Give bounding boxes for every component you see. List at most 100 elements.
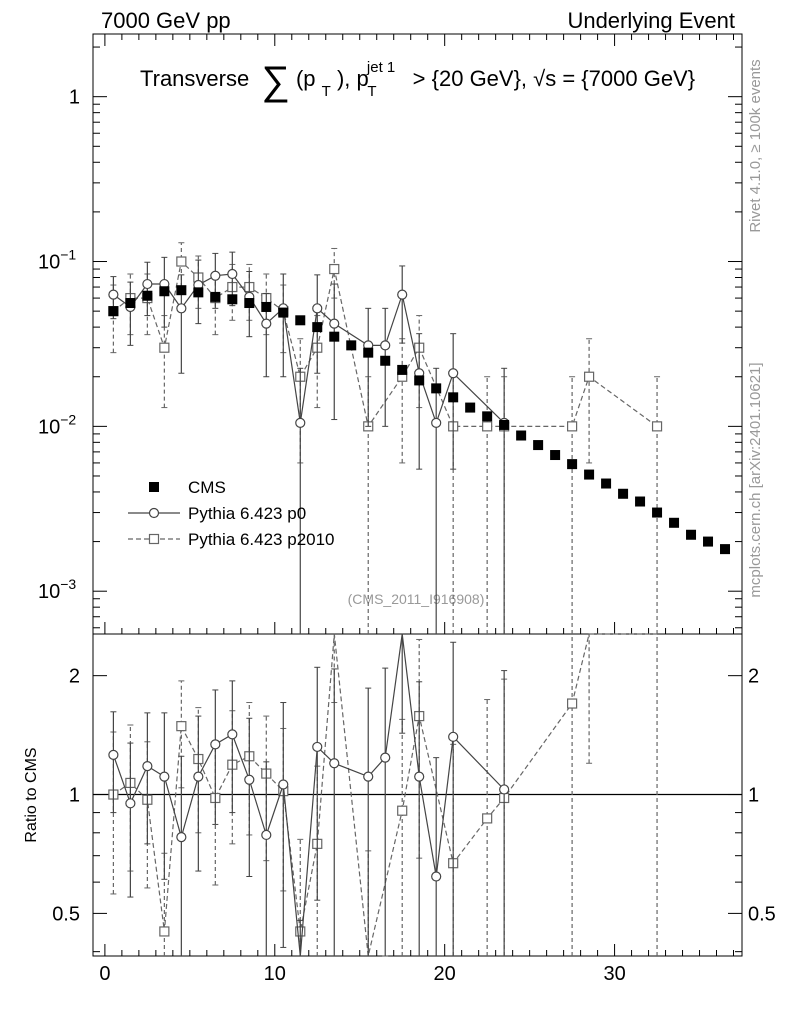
ratio-y-tick-label: 0.5: [52, 903, 80, 925]
y-tick-label: 10−1: [38, 247, 76, 274]
legend-label: CMS: [188, 478, 226, 497]
data-point: [227, 294, 238, 305]
data-point: [125, 798, 136, 809]
data-point: [397, 289, 408, 300]
series-line: [113, 273, 505, 425]
legend: CMS Pythia 6.423 p0 Pythia 6.423 p2010: [128, 478, 335, 549]
legend-label: Pythia 6.423 p0: [188, 504, 306, 523]
series-square: [108, 242, 663, 634]
data-point: [329, 263, 340, 275]
data-point: [499, 419, 510, 430]
ratio-y-tick-label-right: 0.5: [748, 903, 776, 925]
ratio-y-tick-label: 1: [69, 785, 80, 807]
data-point: [244, 298, 255, 309]
data-point: [329, 318, 340, 329]
data-point: [210, 739, 221, 750]
data-point: [108, 749, 119, 760]
data-point: [686, 529, 697, 540]
ratio-ylabel: Ratio to CMS: [23, 747, 40, 842]
ratio-series-circle: [108, 633, 510, 957]
ratio-plot-marks: [108, 633, 658, 957]
data-point: [176, 303, 187, 314]
data-point: [567, 459, 578, 470]
data-point: [159, 771, 170, 782]
series-line: [113, 633, 658, 957]
rivet-label: Rivet 4.1.0, ≥ 100k events: [747, 59, 764, 232]
data-point: [567, 421, 578, 432]
series-cms: [108, 285, 731, 555]
legend-marker-cms: [149, 482, 159, 492]
data-point: [482, 411, 493, 422]
ratio-y-tick-label-right: 1: [748, 785, 759, 807]
data-point: [278, 779, 289, 790]
data-point: [720, 544, 731, 555]
data-point: [431, 417, 442, 428]
legend-marker-p0: [148, 507, 160, 519]
data-point: [669, 517, 680, 528]
data-point: [414, 771, 425, 782]
data-point: [176, 832, 187, 843]
data-point: [261, 829, 272, 841]
data-point: [397, 364, 408, 375]
data-point: [125, 298, 136, 309]
legend-marker-p2010: [148, 533, 160, 545]
data-point: [159, 286, 170, 297]
data-point: [193, 771, 204, 782]
data-point: [397, 805, 408, 816]
legend-label: Pythia 6.423 p2010: [188, 530, 335, 549]
data-point: [583, 371, 595, 382]
x-tick-label: 10: [264, 963, 286, 985]
data-point: [567, 698, 578, 709]
data-point: [448, 731, 459, 742]
data-point: [295, 417, 306, 428]
data-point: [159, 926, 170, 937]
data-point: [278, 307, 289, 318]
data-point: [635, 496, 646, 507]
data-point: [210, 291, 221, 302]
data-point: [363, 347, 374, 358]
data-point: [703, 536, 714, 547]
data-point: [108, 289, 119, 300]
data-point: [550, 450, 561, 461]
series-circle: [108, 251, 510, 634]
data-point: [176, 721, 187, 732]
data-point: [329, 758, 340, 769]
ratio-y-tick-label-right: 2: [748, 666, 759, 688]
data-point: [295, 315, 306, 326]
data-point: [380, 340, 391, 351]
analysis-label: (CMS_2011_I916908): [348, 591, 485, 607]
data-point: [499, 784, 510, 795]
data-point: [618, 488, 629, 499]
data-point: [176, 256, 187, 267]
axes: 0 10 20 30 1 10−1 10−2 10−3 2 2 1 1 0.5 0.5: [38, 34, 776, 985]
data-point: [431, 871, 442, 882]
data-point: [448, 392, 459, 403]
data-point: [414, 375, 425, 386]
data-point: [380, 752, 391, 763]
data-point: [227, 729, 238, 740]
data-point: [142, 278, 153, 290]
data-point: [380, 355, 391, 366]
y-tick-label: 10−2: [38, 411, 76, 438]
data-point: [261, 318, 272, 329]
data-point: [448, 368, 459, 379]
data-point: [210, 270, 221, 281]
data-point: [142, 290, 153, 301]
data-point: [329, 331, 340, 342]
data-point: [312, 303, 323, 314]
data-point: [431, 383, 442, 394]
data-point: [482, 421, 493, 432]
y-tick-label: 1: [69, 87, 80, 109]
header-left: 7000 GeV pp: [101, 8, 231, 33]
header-right: Underlying Event: [567, 8, 735, 33]
main-plot-marks: [108, 242, 731, 634]
data-point: [176, 285, 187, 296]
data-point: [601, 478, 612, 489]
data-point: [363, 771, 374, 782]
data-point: [584, 469, 595, 480]
ratio-y-tick-label: 2: [69, 666, 80, 688]
data-point: [193, 287, 204, 298]
data-point: [465, 402, 476, 413]
x-tick-label: 30: [603, 963, 625, 985]
